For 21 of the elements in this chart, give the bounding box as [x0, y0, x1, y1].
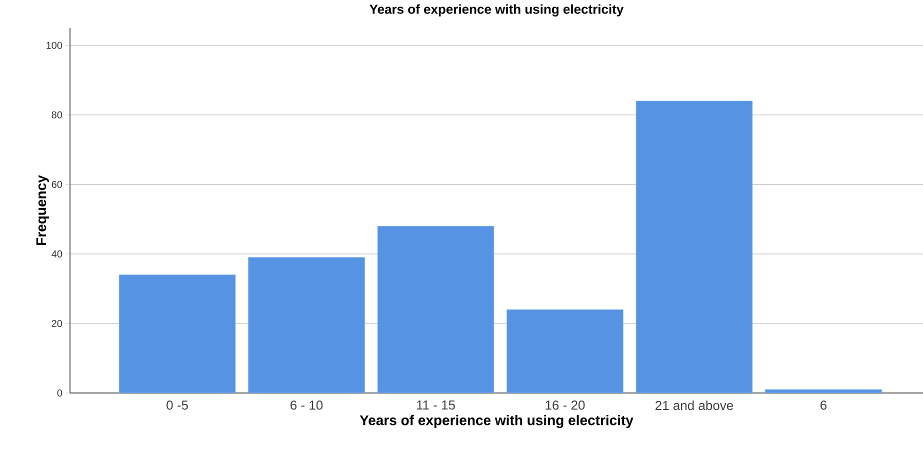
y-tick-label: 40	[52, 250, 62, 258]
bar	[248, 257, 365, 393]
y-tick-label: 20	[52, 320, 62, 328]
x-tick-label: 11 - 15	[416, 400, 455, 410]
bar	[377, 226, 494, 393]
x-tick-label: 6	[820, 400, 827, 410]
bar	[636, 100, 753, 393]
bar	[765, 389, 882, 393]
chart-title: Years of experience with using electricity	[370, 4, 624, 16]
y-tick-label: 80	[52, 111, 62, 118]
y-tick-label: 60	[52, 180, 62, 188]
x-tick-label: 21 and above	[656, 400, 734, 410]
y-tick-label: 100	[46, 42, 62, 49]
x-tick-label: 0 -5	[166, 400, 188, 410]
x-tick-label: 6 - 10	[290, 400, 323, 410]
bar	[506, 309, 624, 393]
x-tick-label: 16 - 20	[546, 400, 585, 410]
x-axis-title: Years of experience with using electricity	[360, 414, 634, 428]
bar	[118, 274, 236, 393]
y-tick-label: 0	[57, 389, 62, 397]
y-axis-title: Frequency	[36, 175, 49, 245]
